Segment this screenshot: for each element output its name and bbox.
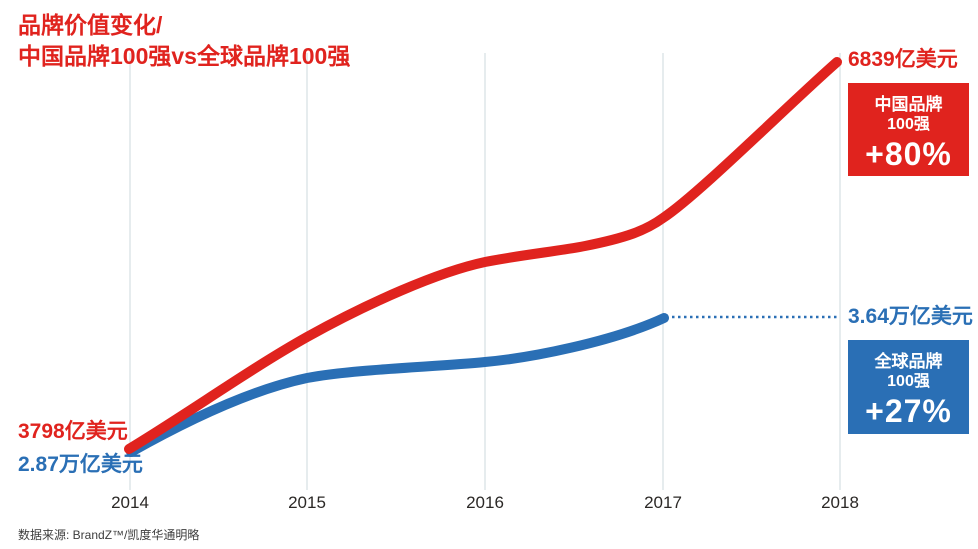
data-source-note: 数据来源: BrandZ™/凯度华通明略 bbox=[18, 528, 200, 542]
china-end-value-label: 6839亿美元 bbox=[848, 48, 958, 71]
global-badge-name-line2: 100强 bbox=[887, 373, 930, 390]
global-start-value-label: 2.87万亿美元 bbox=[18, 453, 143, 476]
global-legend-badge: 全球品牌 100强 +27% bbox=[848, 340, 969, 434]
gridlines bbox=[129, 53, 841, 490]
x-tick-2017: 2017 bbox=[644, 493, 682, 512]
china-legend-badge: 中国品牌 100强 +80% bbox=[848, 83, 969, 176]
x-tick-2014: 2014 bbox=[111, 493, 149, 512]
chart-title-line2: 中国品牌100强vs全球品牌100强 bbox=[18, 43, 351, 69]
china-badge-name-line2: 100强 bbox=[887, 116, 930, 133]
global-end-value-label: 3.64万亿美元 bbox=[848, 305, 973, 328]
global-line bbox=[126, 313, 669, 457]
global-badge-growth: +27% bbox=[865, 393, 952, 429]
x-tick-2018: 2018 bbox=[821, 493, 859, 512]
chart-title: 品牌价值变化/ 中国品牌100强vs全球品牌100强 bbox=[18, 10, 350, 72]
x-tick-2016: 2016 bbox=[466, 493, 504, 512]
china-badge-name-line1: 中国品牌 bbox=[874, 95, 943, 114]
x-tick-2015: 2015 bbox=[288, 493, 326, 512]
global-badge-name-line1: 全球品牌 bbox=[874, 352, 943, 371]
chart-title-line1: 品牌价值变化/ bbox=[18, 12, 163, 38]
china-line bbox=[124, 57, 842, 454]
china-badge-growth: +80% bbox=[865, 136, 952, 172]
china-start-value-label: 3798亿美元 bbox=[18, 420, 128, 443]
